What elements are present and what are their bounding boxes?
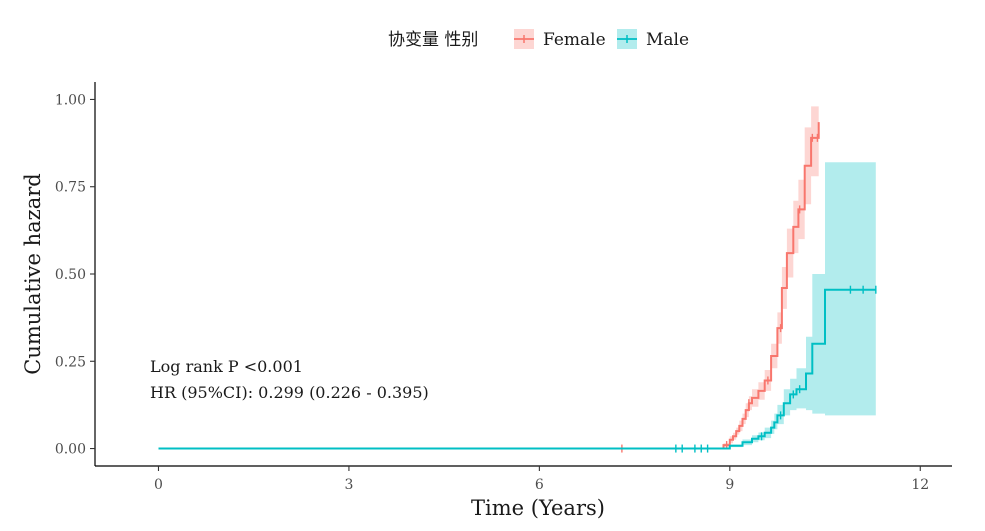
confidence-band-male [158,162,876,449]
x-tick-label: 0 [154,477,163,493]
x-tick-label: 6 [535,477,544,493]
x-tick-label: 9 [725,477,734,493]
y-tick-label: 1.00 [55,92,86,108]
y-tick-label: 0.00 [55,442,86,458]
legend-key-female [514,29,534,49]
hazard-line-female [158,122,820,450]
x-axis-ticks: 0 3 6 9 12 [154,466,929,493]
y-axis-title: Cumulative hazard [21,173,45,375]
plot-area [158,106,877,453]
legend-key-male [617,29,637,49]
y-tick-label: 0.50 [55,267,86,283]
x-tick-label: 12 [911,477,929,493]
y-axis-ticks: 0.00 0.25 0.50 0.75 1.00 [55,92,95,458]
hazard-line-male [158,288,876,450]
legend-title: 协变量 性别 [388,30,478,50]
legend: 协变量 性别 Female Male [388,29,689,50]
log-rank-annotation: Log rank P <0.001 [150,357,303,376]
hr-annotation: HR (95%CI): 0.299 (0.226 - 0.395) [150,383,429,402]
legend-label-male: Male [646,30,689,50]
x-tick-label: 3 [344,477,353,493]
y-tick-label: 0.25 [55,354,86,370]
y-tick-label: 0.75 [55,180,86,196]
x-axis-title: Time (Years) [471,496,605,520]
legend-label-female: Female [543,30,606,50]
